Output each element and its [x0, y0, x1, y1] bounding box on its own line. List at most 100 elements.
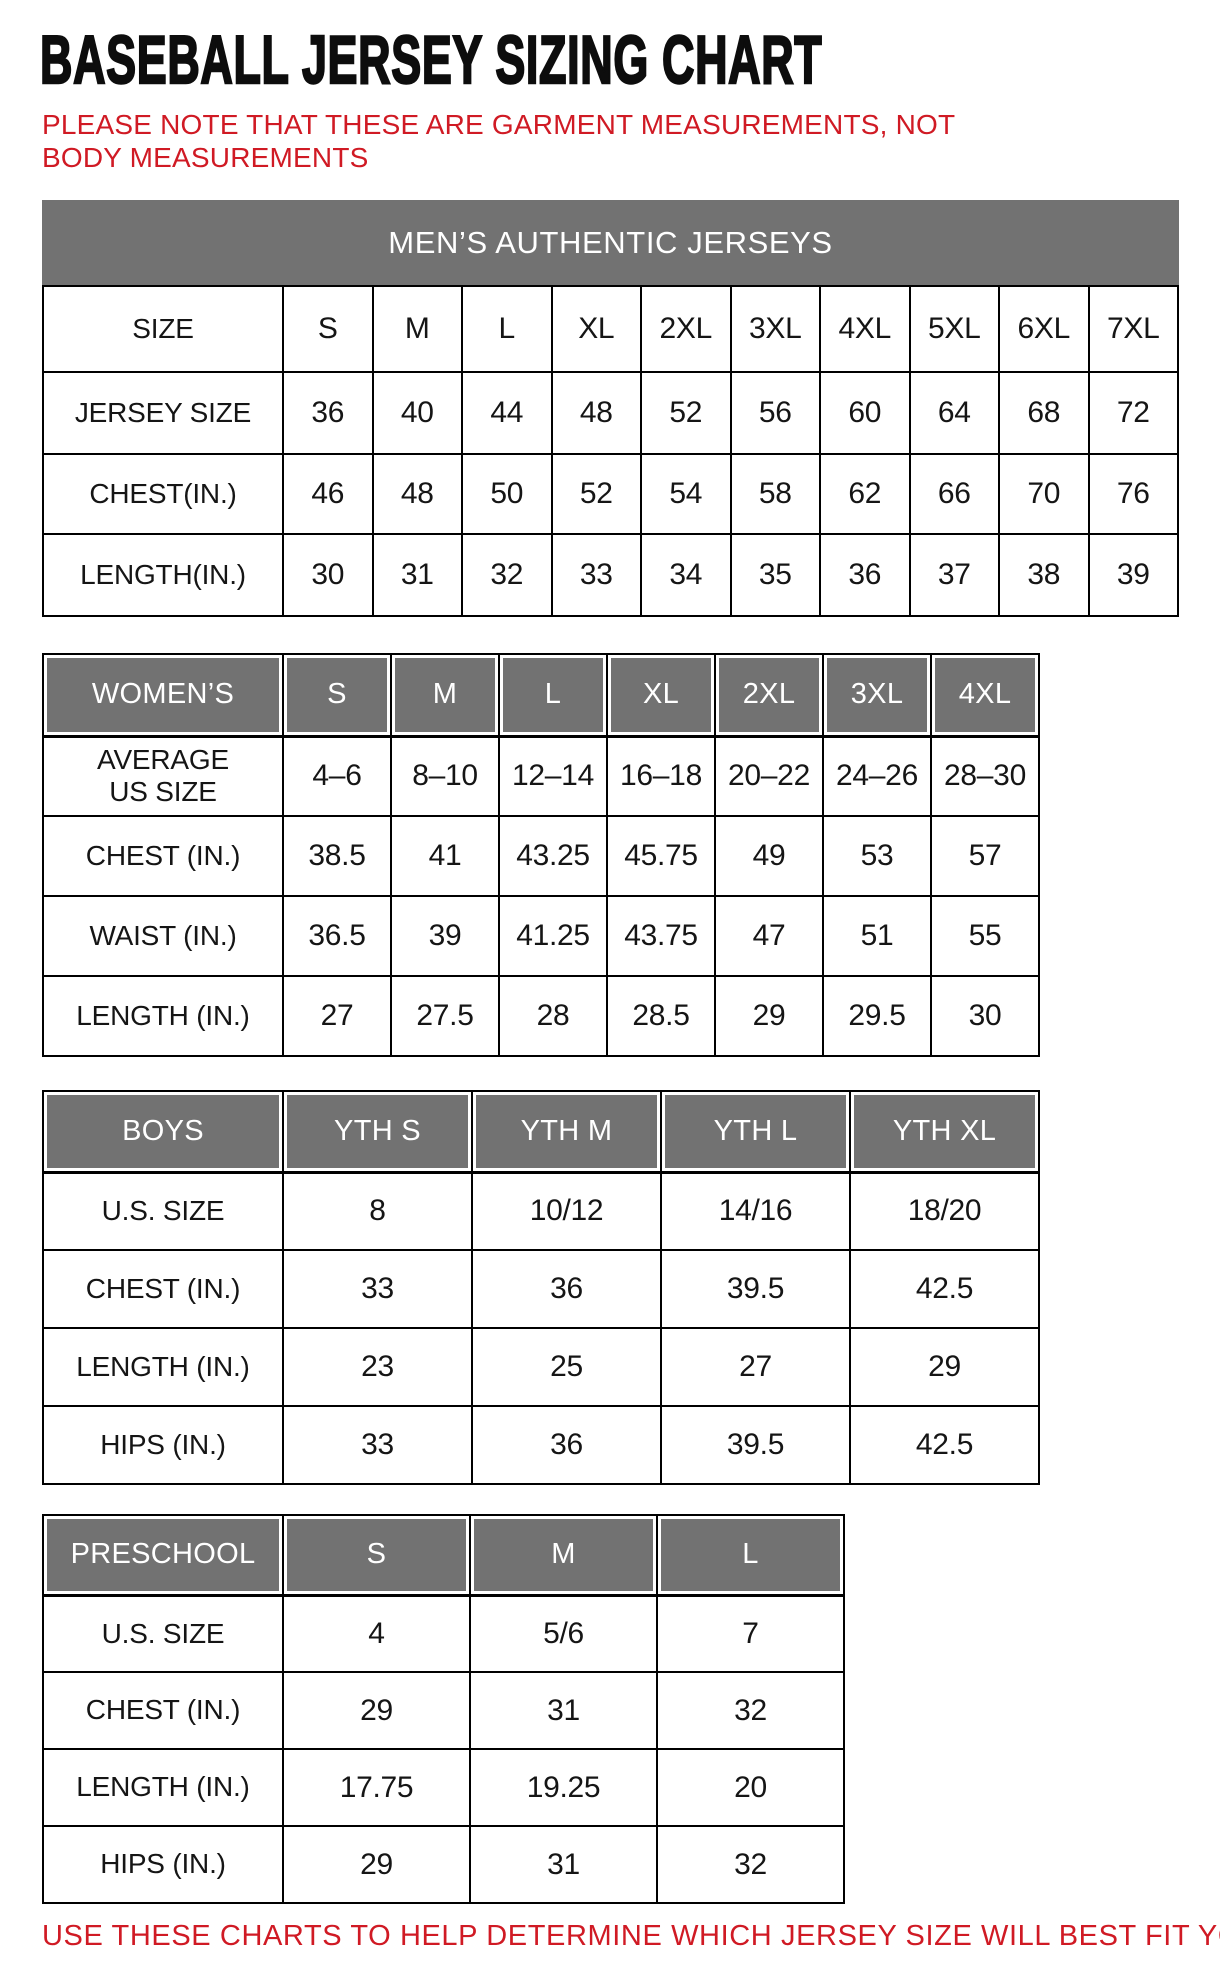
value-cell: XL [550, 285, 642, 374]
row-label-cell: U.S. SIZE [42, 1171, 284, 1252]
value-cell: 36.5 [282, 895, 392, 978]
value-cell: 29 [282, 1671, 471, 1751]
value-cell: 31 [371, 533, 463, 618]
value-cell: 54 [640, 453, 732, 536]
value-cell: 60 [819, 371, 911, 456]
value-cell: M [371, 285, 463, 374]
row-label-cell: LENGTH(IN.) [42, 533, 284, 618]
value-cell: 38.5 [282, 815, 392, 898]
value-cell: 30 [930, 975, 1040, 1058]
row-label-cell: JERSEY SIZE [42, 371, 284, 456]
value-cell: 52 [550, 453, 642, 536]
row-label-cell: LENGTH (IN.) [42, 1327, 284, 1408]
value-cell: 47 [714, 895, 824, 978]
value-cell: 62 [819, 453, 911, 536]
header-cell: M [390, 653, 500, 738]
value-cell: 7XL [1087, 285, 1179, 374]
value-cell: 8 [282, 1171, 473, 1252]
value-cell: 28.5 [606, 975, 716, 1058]
value-cell: 29 [282, 1825, 471, 1905]
value-cell: 8–10 [390, 735, 500, 818]
value-cell: 33 [550, 533, 642, 618]
value-cell: 68 [998, 371, 1090, 456]
value-cell: 56 [729, 371, 821, 456]
value-cell: 41.25 [498, 895, 608, 978]
row-label-cell: CHEST(IN.) [42, 453, 284, 536]
value-cell: 72 [1087, 371, 1179, 456]
value-cell: 32 [461, 533, 553, 618]
value-cell: 18/20 [849, 1171, 1040, 1252]
value-cell: 51 [822, 895, 932, 978]
value-cell: 49 [714, 815, 824, 898]
value-cell: 33 [282, 1405, 473, 1486]
mens-table-banner: MEN’S AUTHENTIC JERSEYS [42, 200, 1179, 286]
value-cell: 35 [729, 533, 821, 618]
value-cell: 24–26 [822, 735, 932, 818]
header-cell: XL [606, 653, 716, 738]
value-cell: 19.25 [469, 1748, 658, 1828]
value-cell: 39 [1087, 533, 1179, 618]
fit-advice-footer: USE THESE CHARTS TO HELP DETERMINE WHICH… [42, 1920, 1220, 1953]
value-cell: 39.5 [660, 1405, 851, 1486]
header-cell: 2XL [714, 653, 824, 738]
row-label-cell: HIPS (IN.) [42, 1825, 284, 1905]
value-cell: 2XL [640, 285, 732, 374]
preschool-section: PRESCHOOL S M L U.S. SIZE 4 5/6 7 CHEST (IN.) 29 3… [42, 1514, 1200, 1905]
value-cell: 43.75 [606, 895, 716, 978]
value-cell: 36 [282, 371, 374, 456]
value-cell: 44 [461, 371, 553, 456]
value-cell: 50 [461, 453, 553, 536]
value-cell: 12–14 [498, 735, 608, 818]
value-cell: 14/16 [660, 1171, 851, 1252]
page-title: BASEBALL JERSEY SIZING CHART [39, 22, 823, 98]
value-cell: 29.5 [822, 975, 932, 1058]
row-label-cell: CHEST (IN.) [42, 1249, 284, 1330]
row-label-cell: CHEST (IN.) [42, 1671, 284, 1751]
value-cell: 48 [550, 371, 642, 456]
row-label-cell: U.S. SIZE [42, 1594, 284, 1674]
value-cell: 58 [729, 453, 821, 536]
mens-section: MEN’S AUTHENTIC JERSEYS SIZE S M L XL 2XL 3XL 4… [42, 200, 1200, 618]
value-cell: 5XL [908, 285, 1000, 374]
value-cell: 27 [282, 975, 392, 1058]
value-cell: 45.75 [606, 815, 716, 898]
row-label-cell: LENGTH (IN.) [42, 1748, 284, 1828]
header-cell: 4XL [930, 653, 1040, 738]
value-cell: 4–6 [282, 735, 392, 818]
header-cell: L [498, 653, 608, 738]
value-cell: 39 [390, 895, 500, 978]
value-cell: 31 [469, 1671, 658, 1751]
value-cell: 32 [656, 1825, 845, 1905]
value-cell: 42.5 [849, 1405, 1040, 1486]
boys-section: BOYS YTH S YTH M YTH L YTH XL U.S. SIZE 8 10/12… [42, 1090, 1200, 1486]
header-cell: PRESCHOOL [42, 1514, 284, 1597]
value-cell: 5/6 [469, 1594, 658, 1674]
header-cell: S [282, 1514, 471, 1597]
value-cell: 41 [390, 815, 500, 898]
value-cell: 53 [822, 815, 932, 898]
value-cell: 17.75 [282, 1748, 471, 1828]
value-cell: 48 [371, 453, 463, 536]
header-cell: YTH M [471, 1090, 662, 1174]
header-cell: BOYS [42, 1090, 284, 1174]
value-cell: 4XL [819, 285, 911, 374]
garment-measurement-note: PLEASE NOTE THAT THESE ARE GARMENT MEASU… [42, 109, 955, 174]
value-cell: 36 [471, 1405, 662, 1486]
value-cell: 25 [471, 1327, 662, 1408]
value-cell: 36 [471, 1249, 662, 1330]
value-cell: 23 [282, 1327, 473, 1408]
value-cell: 37 [908, 533, 1000, 618]
header-cell: M [469, 1514, 658, 1597]
boys-sizing-table: BOYS YTH S YTH M YTH L YTH XL U.S. SIZE 8 10/12… [42, 1090, 1040, 1486]
value-cell: 46 [282, 453, 374, 536]
header-cell: YTH L [660, 1090, 851, 1174]
value-cell: 34 [640, 533, 732, 618]
value-cell: L [461, 285, 553, 374]
header-cell: S [282, 653, 392, 738]
value-cell: 42.5 [849, 1249, 1040, 1330]
value-cell: 38 [998, 533, 1090, 618]
value-cell: 30 [282, 533, 374, 618]
value-cell: 40 [371, 371, 463, 456]
row-label-cell: LENGTH (IN.) [42, 975, 284, 1058]
value-cell: 33 [282, 1249, 473, 1330]
